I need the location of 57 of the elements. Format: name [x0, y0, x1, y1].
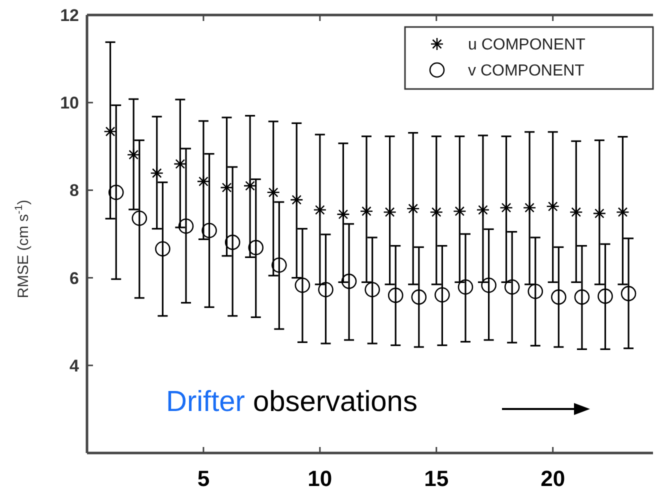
point	[620, 286, 636, 302]
point	[155, 241, 170, 257]
point	[528, 284, 544, 300]
point	[341, 274, 357, 289]
point	[224, 234, 240, 250]
x-tick-label: 5	[197, 466, 210, 491]
point	[290, 193, 304, 206]
legend-label: v COMPONENT	[468, 62, 585, 80]
point	[574, 289, 590, 305]
point	[266, 186, 280, 200]
point	[360, 204, 374, 218]
point	[178, 218, 194, 234]
point	[220, 180, 234, 194]
point	[522, 201, 536, 214]
point	[202, 222, 217, 238]
point	[458, 279, 474, 295]
y-tick-label: 6	[70, 268, 79, 288]
point	[126, 148, 140, 162]
point	[551, 289, 566, 305]
point	[411, 289, 427, 305]
point	[294, 278, 310, 293]
x-tick-label: 20	[540, 466, 566, 491]
point	[336, 208, 350, 221]
y-tick-label: 10	[60, 94, 79, 113]
point	[592, 206, 606, 220]
point	[430, 205, 444, 219]
point	[104, 124, 117, 138]
y-tick-label: 4	[70, 356, 80, 376]
point	[108, 184, 124, 200]
point	[504, 279, 520, 295]
point	[150, 166, 164, 180]
y-tick-label: 8	[70, 181, 79, 200]
point	[383, 205, 396, 219]
annotation: Drifter observations	[166, 386, 418, 418]
point	[569, 205, 583, 219]
y-tick-label: 12	[60, 6, 79, 25]
point	[476, 203, 490, 217]
point	[598, 288, 613, 304]
point	[313, 203, 327, 217]
point	[406, 202, 420, 216]
point	[453, 204, 466, 218]
point	[272, 257, 287, 273]
point	[388, 288, 404, 303]
point	[132, 210, 148, 226]
point	[434, 287, 450, 303]
x-tick-label: 10	[308, 466, 332, 491]
point	[196, 174, 210, 188]
point	[174, 157, 187, 171]
legend-label: u COMPONENT	[468, 36, 586, 54]
point	[248, 240, 264, 256]
point	[364, 282, 380, 298]
point	[481, 278, 496, 293]
point	[546, 200, 560, 214]
point	[616, 205, 630, 219]
point	[500, 201, 513, 214]
x-tick-label: 15	[424, 466, 449, 491]
point	[318, 282, 334, 298]
